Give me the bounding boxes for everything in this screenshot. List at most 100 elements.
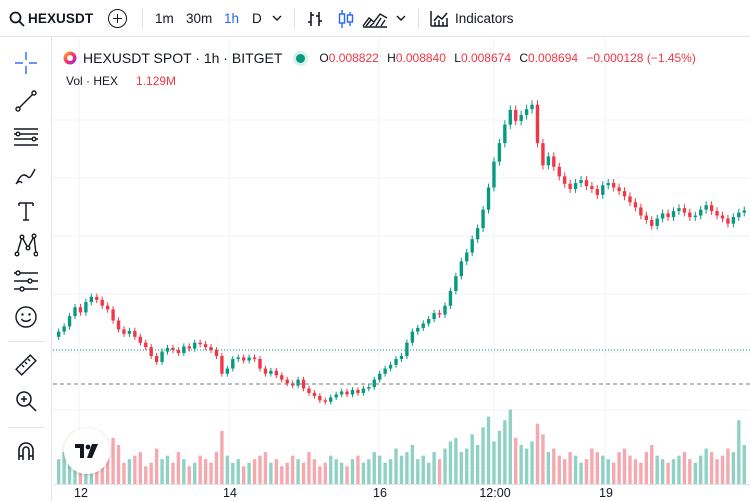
symbol-name[interactable]: HEXUSDT: [28, 11, 94, 26]
volume-bar: [133, 455, 137, 484]
market-status-dot[interactable]: [296, 53, 306, 63]
candle-body: [203, 344, 208, 348]
volume-bar: [144, 466, 148, 484]
horizontal-lines-icon[interactable]: [10, 121, 42, 153]
chevron-down-icon[interactable]: [396, 0, 406, 37]
pattern-icon[interactable]: [10, 229, 42, 261]
volume-bar: [731, 452, 736, 484]
candle-body: [307, 388, 311, 393]
candle-body: [193, 342, 197, 349]
candle-body: [138, 336, 142, 343]
price-chart[interactable]: [53, 38, 750, 484]
candle-body: [301, 379, 306, 389]
bar-chart-type-icon[interactable]: [306, 0, 324, 37]
low-label: L: [454, 51, 461, 65]
candle-body: [258, 358, 262, 369]
candle-body: [285, 379, 289, 384]
chart-legend: HEXUSDT SPOT · 1h · BITGET O0.008822 H0.…: [63, 48, 696, 68]
forecasting-icon[interactable]: [10, 265, 42, 297]
volume-bar: [470, 434, 474, 484]
volume-label[interactable]: Vol · HEX: [66, 74, 119, 88]
toolbar-divider: [294, 8, 295, 29]
volume-bar: [524, 448, 529, 484]
volume-bar: [372, 452, 376, 484]
volume-bar: [595, 452, 600, 484]
candle-body: [508, 109, 512, 125]
interval-30m[interactable]: 30m: [186, 11, 213, 26]
candle-body: [699, 209, 703, 216]
candle-body: [633, 202, 638, 208]
close-label: C: [519, 51, 529, 65]
text-icon[interactable]: [10, 195, 42, 227]
search-icon[interactable]: [9, 0, 27, 37]
candle-body: [514, 109, 518, 121]
time-axis[interactable]: 12 14 16 12:00 19: [53, 484, 750, 501]
candle-body: [62, 326, 66, 332]
volume-bar: [475, 445, 480, 484]
volume-bar: [388, 459, 393, 484]
candle-body: [399, 356, 404, 359]
zoom-in-icon[interactable]: [10, 385, 42, 417]
magnet-icon[interactable]: [10, 435, 42, 467]
hex-logo-icon: [63, 51, 77, 65]
volume-bar: [639, 462, 643, 484]
volume-bar: [563, 459, 567, 484]
interval-1m[interactable]: 1m: [155, 11, 174, 26]
candle-body: [535, 104, 540, 144]
candle-body: [573, 183, 578, 189]
candle-body: [470, 239, 474, 253]
candle-body: [432, 313, 436, 320]
volume-bar: [122, 462, 126, 484]
volume-bar: [78, 462, 83, 484]
emoji-icon[interactable]: [10, 301, 42, 333]
interval-1h[interactable]: 1h: [224, 11, 240, 26]
candle-body: [274, 370, 279, 376]
legend-title[interactable]: HEXUSDT SPOT · 1h · BITGET: [83, 50, 283, 66]
candle-body: [486, 187, 491, 210]
candle-body: [122, 329, 126, 334]
volume-bar: [568, 452, 572, 484]
volume-bar: [454, 437, 458, 484]
brush-icon[interactable]: [10, 159, 42, 191]
low-value: 0.008674: [460, 51, 511, 65]
candle-body: [73, 307, 77, 317]
indicators-button[interactable]: Indicators: [455, 11, 514, 26]
candle-body: [530, 104, 534, 110]
volume-bar: [269, 462, 273, 484]
crosshair-icon[interactable]: [10, 47, 42, 79]
chevron-down-icon[interactable]: [272, 0, 282, 37]
trend-line-icon[interactable]: [10, 85, 42, 117]
interval-d[interactable]: D: [252, 11, 262, 26]
compare-symbol-button[interactable]: [108, 0, 130, 37]
top-toolbar: HEXUSDT 1m 30m 1h D Indicators: [0, 0, 750, 37]
tradingview-logo[interactable]: [64, 428, 110, 474]
candle-body: [367, 387, 371, 389]
candle-body: [443, 305, 447, 315]
volume-bar: [726, 448, 730, 484]
candle-body: [149, 347, 153, 356]
toolbar-divider: [8, 341, 44, 342]
candle-body: [214, 350, 219, 356]
candles-chart-type-icon[interactable]: [337, 0, 355, 37]
volume-bar: [220, 430, 224, 484]
volume-bar: [742, 445, 746, 484]
candle-body: [497, 143, 502, 162]
candle-body: [410, 331, 415, 343]
candle-body: [67, 316, 72, 327]
candle-body: [160, 351, 164, 362]
indicators-icon[interactable]: [430, 0, 449, 37]
area-chart-type-icon[interactable]: [362, 0, 388, 37]
volume-bar: [737, 420, 741, 484]
volume-bar: [350, 459, 355, 484]
volume-bar: [546, 452, 551, 484]
candle-body: [372, 379, 376, 388]
toolbar-divider: [8, 427, 44, 428]
candle-body: [503, 124, 507, 144]
candle-body: [611, 183, 616, 188]
ruler-icon[interactable]: [10, 349, 42, 381]
volume-bar: [448, 441, 453, 484]
candle-body: [655, 218, 659, 226]
candle-body: [437, 313, 442, 315]
volume-bar: [236, 459, 240, 484]
volume-bar: [682, 452, 687, 484]
